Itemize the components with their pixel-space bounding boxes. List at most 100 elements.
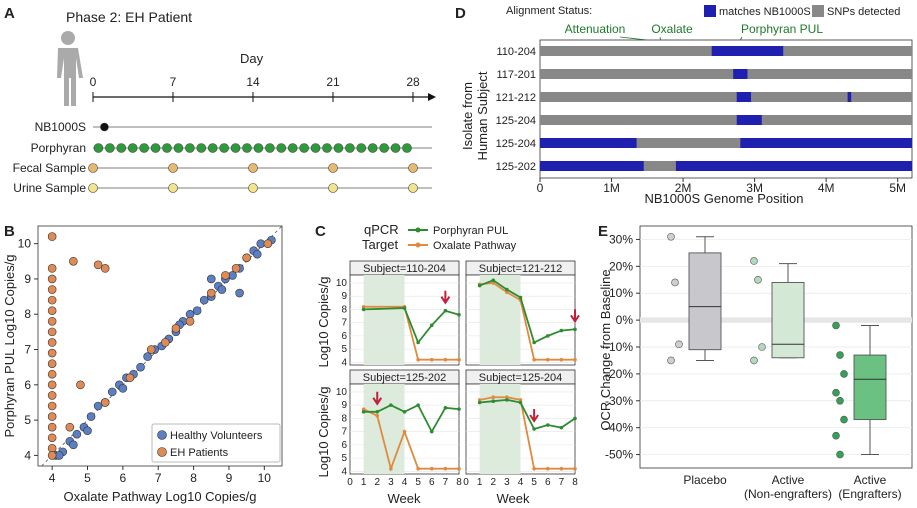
panel-b-y-tick-label: 10 (18, 237, 32, 251)
panel-c-ylabel-top: Log10 Copies/g (316, 276, 331, 367)
oxalate-point (361, 304, 366, 309)
subplot-x-tick-label: 8 (456, 477, 462, 488)
qpcr-subplot: Subject=110-204 4 5 6 7 8 9 10 (336, 260, 461, 368)
eh-point (47, 306, 57, 316)
healthy-point (118, 384, 128, 393)
participant-point (832, 388, 840, 397)
eh-point (47, 422, 57, 432)
oxalate-point (505, 290, 509, 295)
panel-d-x-tick-label: 0 (537, 181, 544, 195)
porphyran-point (477, 400, 482, 405)
subplot-x-tick-label: 6 (429, 477, 435, 488)
panel-e-y-tick-label: 10% (609, 286, 633, 300)
legend-marker-eh (157, 447, 167, 457)
panel-b-y-tick-label: 8 (24, 307, 31, 321)
panel-b-x-tick-label: 8 (190, 471, 197, 485)
oxalate-point (505, 395, 509, 400)
oxalate-point (559, 466, 564, 471)
match-segment (733, 69, 748, 79)
panel-a-title: Phase 2: EH Patient (66, 9, 192, 25)
panel-e-ylabel: OCR Change from Baseline (598, 269, 613, 430)
panel-e-y-tick-label: 30% (609, 232, 633, 246)
healthy-point (107, 387, 117, 397)
isolate-label: 125-204 (496, 138, 536, 150)
eh-point (47, 401, 57, 411)
participant-point (832, 431, 840, 440)
isolate-label: 125-202 (496, 161, 536, 173)
panel-a-dot (367, 143, 378, 153)
oxalate-point (491, 281, 496, 285)
panel-a-dot (248, 163, 258, 173)
porphyran-point (416, 340, 420, 345)
healthy-point (199, 295, 209, 305)
eh-point (100, 264, 110, 273)
eh-point (65, 422, 75, 432)
subplot-x-tick-label: 4 (518, 477, 524, 488)
panel-b-x-tick-label: 6 (120, 471, 127, 485)
panel-e-y-tick-label: -50% (605, 448, 633, 462)
panel-e-y-tick-label: -10% (605, 340, 633, 354)
subplot-x-tick-label: 0 (347, 477, 353, 488)
panel-d-x-tick-label: 1M (603, 181, 620, 195)
panel-b-y-tick-label: 7 (24, 343, 31, 357)
porphyran-point (477, 283, 482, 288)
subplot-x-tick-label: 0 (463, 477, 469, 488)
eh-point (171, 324, 181, 333)
participant-point (836, 396, 844, 405)
legend-label-eh: EH Patients (170, 447, 229, 459)
participant-point (667, 356, 675, 365)
genome-region-label: Attenuation (565, 22, 626, 36)
panel-e-y-tick-label: -30% (605, 394, 633, 408)
panel-d-xlabel: NB1000S Genome Position (645, 191, 804, 206)
panel-d-frame (539, 39, 913, 179)
eh-point (221, 271, 230, 280)
group-label: Placebo (683, 473, 727, 487)
panel-a-dot (242, 143, 252, 153)
subplot-y-tick-label: 6 (341, 331, 347, 342)
oxalate-point (545, 466, 550, 471)
porphyran-point (402, 409, 407, 414)
subplot-x-tick-label: 7 (443, 477, 449, 488)
legend-label-oxalate: Oxalate Pathway (433, 240, 517, 252)
eh-point (47, 316, 57, 326)
participant-point (758, 343, 766, 351)
oxalate-point (443, 466, 448, 471)
panel-a-dot (162, 143, 172, 153)
panel-e-y-tick-label: -20% (605, 367, 633, 381)
participant-point (671, 278, 679, 287)
match-segment (675, 161, 912, 171)
oxalate-point (573, 357, 577, 362)
eh-point (47, 391, 57, 400)
subplot-title: Subject=125-202 (363, 372, 446, 384)
match-segment (736, 92, 752, 102)
oxalate-point (532, 466, 536, 471)
porphyran-line (363, 403, 460, 434)
panel-a-dot (333, 143, 344, 153)
oxalate-line (363, 408, 459, 472)
oxalate-point (389, 466, 393, 471)
panel-c-ylabel-bottom: Log10 Copies/g (316, 386, 331, 477)
oxalate-point (457, 466, 461, 471)
panel-letter-a: A (4, 5, 15, 22)
eh-point (93, 260, 103, 270)
oxalate-point (518, 398, 523, 402)
panel-letter-c: C (315, 223, 326, 240)
eh-point (47, 264, 57, 273)
panel-d: Alignment Status: matches NB1000S SNPs d… (460, 5, 913, 206)
panel-b-x-tick-label: 5 (84, 471, 91, 485)
isolate-track (540, 138, 912, 148)
eh-point (76, 380, 85, 390)
arrow-marker-icon (570, 309, 580, 324)
porphyran-point (545, 423, 550, 427)
box (771, 282, 805, 359)
eh-point (47, 412, 57, 421)
healthy-point (217, 285, 227, 294)
panel-b-y-tick-label: 5 (24, 413, 31, 427)
eh-point (146, 345, 156, 354)
human-silhouette-icon (57, 31, 83, 106)
subplot-x-tick-label: 7 (559, 477, 565, 488)
porphyran-point (505, 287, 509, 292)
porphyran-point (532, 340, 536, 345)
genome-region-pointer (619, 36, 647, 41)
panel-e-y-tick-label: -40% (605, 421, 633, 435)
